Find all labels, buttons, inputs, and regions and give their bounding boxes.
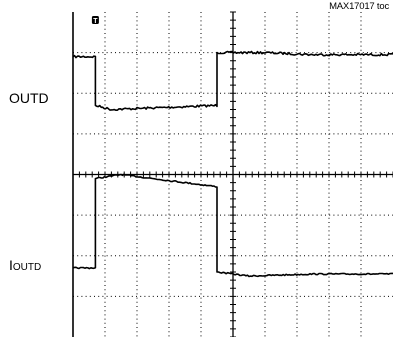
trigger-marker-icon <box>91 16 99 24</box>
trace-outd <box>72 50 393 111</box>
figure-id: MAX17017 toc <box>329 1 389 12</box>
trace-label-ioutd-subscript: OUTD <box>12 262 42 273</box>
trace-ioutd <box>72 173 393 278</box>
trace-label-ioutd-main: I <box>9 257 13 273</box>
trigger-marker-label: T <box>93 18 98 25</box>
trace-label-outd: OUTD <box>9 90 49 106</box>
trace-label-ioutd: IOUTD <box>9 257 41 273</box>
